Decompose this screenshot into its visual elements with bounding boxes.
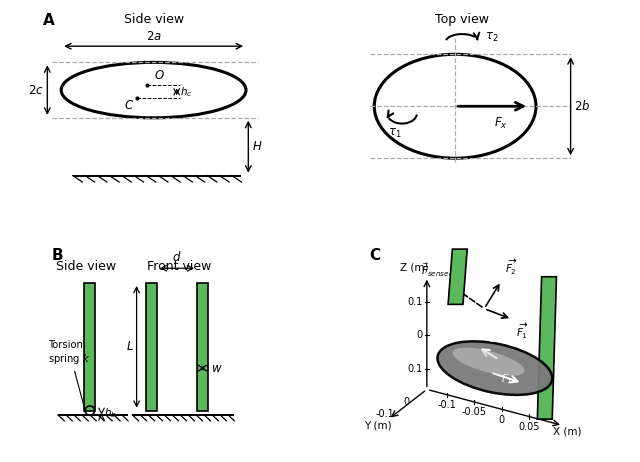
Text: Z (m): Z (m) — [400, 262, 428, 273]
Text: -0.05: -0.05 — [462, 407, 487, 417]
Text: 0: 0 — [499, 414, 505, 425]
Text: 0.1: 0.1 — [407, 297, 422, 306]
Polygon shape — [448, 249, 467, 304]
Text: $C$: $C$ — [124, 99, 134, 112]
Text: $H$: $H$ — [252, 140, 262, 153]
Text: A: A — [43, 13, 54, 28]
Text: $L$: $L$ — [125, 340, 133, 353]
Bar — [146, 283, 157, 411]
Text: $\overrightarrow{F_1}$: $\overrightarrow{F_1}$ — [516, 322, 529, 341]
Text: $2b$: $2b$ — [574, 99, 591, 113]
Text: $\overrightarrow{F_2}$: $\overrightarrow{F_2}$ — [484, 325, 497, 345]
Polygon shape — [538, 277, 557, 419]
Text: 0: 0 — [403, 397, 409, 407]
Text: $2c$: $2c$ — [28, 84, 44, 97]
Ellipse shape — [452, 348, 525, 376]
Text: $2a$: $2a$ — [146, 30, 161, 43]
Text: -0.1: -0.1 — [438, 400, 456, 410]
Text: $\vec{F}_{sensed}$: $\vec{F}_{sensed}$ — [420, 261, 454, 279]
Bar — [84, 283, 95, 411]
Text: X (m): X (m) — [553, 427, 581, 437]
Text: 0: 0 — [417, 330, 422, 340]
Text: Side view: Side view — [124, 13, 184, 26]
Text: Front view: Front view — [147, 260, 211, 273]
Text: C: C — [369, 248, 381, 263]
Text: Side view: Side view — [56, 260, 116, 273]
Text: $F_x$: $F_x$ — [493, 116, 508, 131]
Bar — [197, 283, 208, 411]
Text: -0.1: -0.1 — [375, 409, 394, 419]
Text: Y (m): Y (m) — [364, 420, 392, 431]
Text: $\tau_2$: $\tau_2$ — [485, 30, 499, 43]
Text: $O$: $O$ — [154, 69, 164, 82]
Text: Top view: Top view — [435, 13, 489, 26]
Text: $w$: $w$ — [211, 362, 222, 375]
Text: B: B — [52, 248, 63, 263]
Text: 0.05: 0.05 — [518, 422, 540, 432]
Text: $h_c$: $h_c$ — [180, 85, 193, 99]
Text: 0.1: 0.1 — [407, 364, 422, 374]
Text: $d$: $d$ — [172, 250, 182, 264]
Text: $\overrightarrow{F_2}$: $\overrightarrow{F_2}$ — [506, 257, 518, 277]
Text: $F_1$: $F_1$ — [501, 372, 513, 386]
Text: $h_b$: $h_b$ — [104, 406, 117, 419]
Text: $\tau_1$: $\tau_1$ — [388, 127, 402, 140]
Ellipse shape — [438, 341, 552, 395]
Text: Torsion
spring $k$: Torsion spring $k$ — [49, 340, 91, 408]
